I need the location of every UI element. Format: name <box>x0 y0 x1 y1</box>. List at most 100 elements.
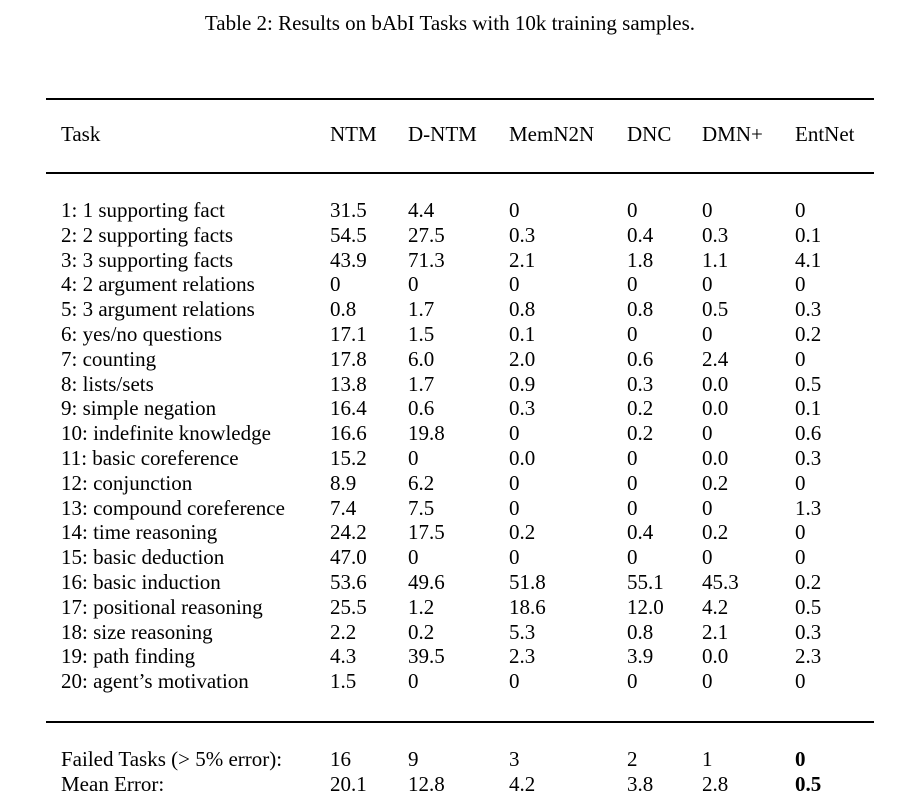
cell-ntm: 15.2 <box>330 446 367 470</box>
cell-entnet: 0.6 <box>795 421 822 446</box>
cell-dmn-plus: 0.0 <box>702 446 729 470</box>
cell-ntm: 2.2 <box>330 619 357 644</box>
table-body: 1: 1 supporting fact 31.5 4.4 0 0 0 0 2: 2 supp… <box>0 198 900 694</box>
table-row: 10: indefinite knowledge 16.6 19.8 0 0.2 0 0.6 <box>0 421 900 446</box>
cell-dnc: 55.1 <box>627 570 664 594</box>
cell-memn2n: 0 <box>509 470 520 495</box>
cell-task: Failed Tasks (> 5% error): <box>61 747 283 771</box>
cell-d-ntm: 1.5 <box>408 322 435 346</box>
cell-memn2n: 5.3 <box>509 619 536 644</box>
header-ntm: NTM <box>330 122 377 146</box>
cell-d-ntm: 1.7 <box>408 297 435 322</box>
cell-ntm: 0.8 <box>330 297 357 322</box>
cell-task: 9: simple negation <box>61 396 217 421</box>
table-row: 13: compound coreference 7.4 7.5 0 0 0 1.3 <box>0 496 900 521</box>
cell-memn2n: 3 <box>509 747 520 771</box>
cell-task: 2: 2 supporting facts <box>61 222 234 247</box>
cell-memn2n: 0.3 <box>509 222 536 247</box>
cell-task: 16: basic induction <box>61 570 221 594</box>
summary-row: Mean Error: 20.1 12.8 4.2 3.8 2.8 0.5 <box>0 772 900 797</box>
cell-d-ntm: 12.8 <box>408 771 445 796</box>
cell-memn2n: 0.9 <box>509 371 536 396</box>
table-row: 6: yes/no questions 17.1 1.5 0.1 0 0 0.2 <box>0 322 900 347</box>
cell-d-ntm: 71.3 <box>408 247 445 272</box>
cell-dmn-plus: 1.1 <box>702 247 729 272</box>
cell-dnc: 0.2 <box>627 421 654 446</box>
cell-dmn-plus: 0 <box>702 198 713 222</box>
table-row: 2: 2 supporting facts 54.5 27.5 0.3 0.4 0.3 0.… <box>0 223 900 248</box>
cell-dmn-plus: 0.3 <box>702 222 729 247</box>
cell-entnet: 1.3 <box>795 495 822 520</box>
cell-dnc: 0.4 <box>627 520 654 545</box>
cell-ntm: 31.5 <box>330 198 367 222</box>
cell-d-ntm: 17.5 <box>408 520 445 545</box>
table-row: 8: lists/sets 13.8 1.7 0.9 0.3 0.0 0.5 <box>0 372 900 397</box>
cell-ntm: 54.5 <box>330 222 367 247</box>
cell-task: 11: basic coreference <box>61 446 239 470</box>
cell-ntm: 13.8 <box>330 371 367 396</box>
cell-task: 20: agent’s motivation <box>61 669 249 694</box>
cell-dmn-plus: 0.5 <box>702 297 729 322</box>
cell-memn2n: 18.6 <box>509 594 546 619</box>
cell-ntm: 4.3 <box>330 644 357 669</box>
cell-memn2n: 0.0 <box>509 446 536 470</box>
cell-entnet: 0.1 <box>795 222 822 247</box>
cell-memn2n: 0 <box>509 495 520 520</box>
cell-dnc: 0 <box>627 669 638 694</box>
cell-task: 1: 1 supporting fact <box>61 198 225 222</box>
cell-dmn-plus: 0.0 <box>702 396 729 421</box>
cell-dmn-plus: 0 <box>702 421 713 446</box>
table-row: 5: 3 argument relations 0.8 1.7 0.8 0.8 0.5 0.… <box>0 297 900 322</box>
cell-ntm: 20.1 <box>330 771 367 796</box>
cell-entnet: 0.5 <box>795 771 822 796</box>
cell-ntm: 47.0 <box>330 545 367 570</box>
cell-dmn-plus: 0 <box>702 322 713 346</box>
cell-memn2n: 0.1 <box>509 322 536 346</box>
table-row: 20: agent’s motivation 1.5 0 0 0 0 0 <box>0 669 900 694</box>
cell-dmn-plus: 0.0 <box>702 371 729 396</box>
cell-ntm: 1.5 <box>330 669 357 694</box>
cell-task: 14: time reasoning <box>61 520 218 545</box>
cell-d-ntm: 1.7 <box>408 371 435 396</box>
table-row: 14: time reasoning 24.2 17.5 0.2 0.4 0.2 0 <box>0 520 900 545</box>
cell-dnc: 0.3 <box>627 371 654 396</box>
table-row: 18: size reasoning 2.2 0.2 5.3 0.8 2.1 0.3 <box>0 620 900 645</box>
cell-d-ntm: 0 <box>408 545 419 570</box>
cell-dmn-plus: 1 <box>702 747 713 771</box>
cell-task: 12: conjunction <box>61 470 193 495</box>
cell-dmn-plus: 0.2 <box>702 470 729 495</box>
cell-dmn-plus: 0 <box>702 272 713 297</box>
header-entnet: EntNet <box>795 122 855 146</box>
cell-ntm: 25.5 <box>330 594 367 619</box>
cell-dnc: 0 <box>627 322 638 346</box>
cell-ntm: 7.4 <box>330 495 357 520</box>
cell-entnet: 0 <box>795 272 806 297</box>
cell-ntm: 8.9 <box>330 470 357 495</box>
table-summary: Failed Tasks (> 5% error): 16 9 3 2 1 0 Mean Er… <box>0 747 900 797</box>
header-dnc: DNC <box>627 122 672 146</box>
cell-dmn-plus: 2.1 <box>702 619 729 644</box>
cell-memn2n: 0 <box>509 272 520 297</box>
cell-d-ntm: 7.5 <box>408 495 435 520</box>
cell-memn2n: 2.3 <box>509 644 536 669</box>
cell-d-ntm: 1.2 <box>408 594 435 619</box>
cell-task: 8: lists/sets <box>61 371 154 396</box>
cell-d-ntm: 0 <box>408 446 419 470</box>
cell-ntm: 53.6 <box>330 570 367 594</box>
cell-memn2n: 0.2 <box>509 520 536 545</box>
cell-dnc: 0 <box>627 470 638 495</box>
cell-dmn-plus: 0 <box>702 495 713 520</box>
cell-d-ntm: 0 <box>408 669 419 694</box>
cell-dnc: 1.8 <box>627 247 654 272</box>
header-memn2n: MemN2N <box>509 122 595 146</box>
cell-dnc: 2 <box>627 747 638 771</box>
cell-dmn-plus: 45.3 <box>702 570 739 594</box>
cell-ntm: 16.6 <box>330 421 367 446</box>
header-task: Task <box>61 122 101 146</box>
cell-entnet: 0 <box>795 520 806 545</box>
cell-task: 19: path finding <box>61 644 196 669</box>
cell-task: 7: counting <box>61 346 157 371</box>
cell-ntm: 43.9 <box>330 247 367 272</box>
cell-entnet: 0.3 <box>795 619 822 644</box>
cell-entnet: 0.3 <box>795 297 822 322</box>
